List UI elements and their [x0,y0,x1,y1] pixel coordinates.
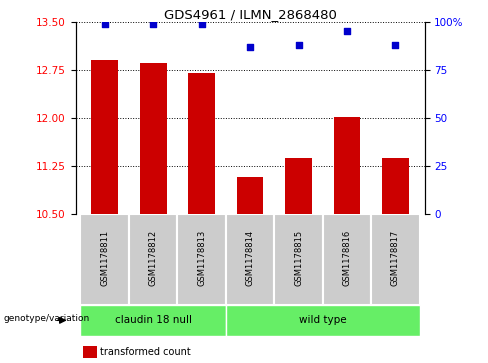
Bar [81,305,226,336]
Bar [81,214,129,305]
Bar [323,214,371,305]
Point [295,42,303,48]
Bar [82,346,97,358]
Bar [91,60,118,214]
Bar [140,64,166,214]
Text: transformed count: transformed count [100,347,191,356]
Text: genotype/variation: genotype/variation [4,314,90,323]
Text: wild type: wild type [299,315,346,325]
Point [101,21,109,26]
Bar [226,305,420,336]
Text: GSM1178813: GSM1178813 [197,230,206,286]
Bar [371,214,420,305]
Text: GSM1178815: GSM1178815 [294,230,303,286]
Bar [334,117,360,214]
Text: claudin 18 null: claudin 18 null [115,315,192,325]
Bar [285,158,312,214]
Point [198,21,205,26]
Point [343,29,351,34]
Text: GSM1178816: GSM1178816 [343,230,351,286]
Title: GDS4961 / ILMN_2868480: GDS4961 / ILMN_2868480 [163,8,337,21]
Text: GSM1178812: GSM1178812 [149,230,158,286]
Bar [274,214,323,305]
Bar [188,73,215,214]
Point [391,42,399,48]
Bar [129,214,178,305]
Bar [178,214,226,305]
Bar [382,158,409,214]
Text: GSM1178817: GSM1178817 [391,230,400,286]
Text: GSM1178814: GSM1178814 [245,230,255,286]
Point [149,21,157,26]
Point [246,44,254,50]
Bar [237,177,264,214]
Bar [226,214,274,305]
Text: GSM1178811: GSM1178811 [100,230,109,286]
